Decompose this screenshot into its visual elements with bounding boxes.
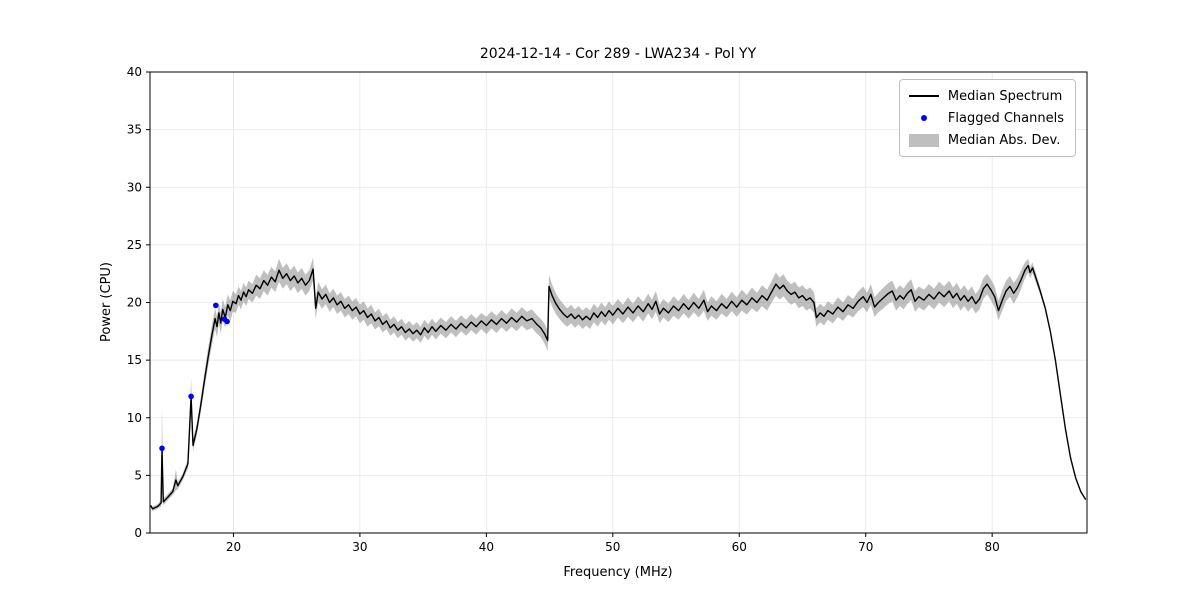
- x-tick-label: 30: [352, 540, 367, 554]
- legend-label-flagged-channels: Flagged Channels: [947, 110, 1064, 126]
- median-spectrum-path: [149, 264, 1087, 510]
- flagged-channel-dot: [188, 393, 194, 400]
- x-tick-label: 20: [226, 540, 241, 554]
- x-tick-label: 70: [858, 540, 873, 554]
- y-tick-label: 20: [127, 296, 142, 310]
- mad-band-patch-swatch: [908, 133, 939, 147]
- legend-label-median-spectrum: Median Spectrum: [947, 88, 1063, 104]
- legend-label-median-abs-dev: Median Abs. Dev.: [947, 132, 1061, 148]
- axes-frame: 20 30 40 50 60 70 80 0 5 10 15 20 25 30 35 40: [127, 65, 1088, 554]
- y-tick-label: 10: [127, 411, 142, 425]
- flagged-channel-markers: [159, 302, 230, 452]
- y-tick-label: 30: [127, 180, 142, 194]
- y-tick-label: 0: [134, 526, 142, 540]
- flagged-channel-dot: [159, 445, 165, 452]
- y-tick-label: 35: [127, 123, 142, 137]
- plot-title: 2024-12-14 - Cor 289 - LWA234 - Pol YY: [480, 46, 757, 62]
- x-tick-label: 50: [605, 540, 620, 554]
- legend-item-median-abs-dev: Median Abs. Dev.: [908, 131, 1064, 149]
- flagged-channel-dot: [224, 318, 230, 325]
- legend: Median Spectrum Flagged Channels Median …: [898, 79, 1076, 157]
- x-axis-label: Frequency (MHz): [563, 565, 672, 580]
- x-tick-label: 80: [985, 540, 1000, 554]
- mad-band-polygon: [150, 257, 1086, 512]
- median-spectrum-line: [149, 264, 1087, 510]
- legend-item-median-spectrum: Median Spectrum: [908, 87, 1064, 105]
- y-tick-label: 25: [127, 238, 142, 252]
- y-tick-label: 5: [134, 468, 142, 482]
- legend-item-flagged-channels: Flagged Channels: [909, 109, 1064, 127]
- mad-band: [150, 257, 1086, 512]
- x-tick-label: 40: [479, 540, 494, 554]
- y-tick-label: 15: [127, 353, 142, 367]
- y-axis-label: Power (CPU): [99, 262, 114, 342]
- median-spectrum-line-swatch: [908, 95, 939, 97]
- flagged-channels-dot-swatch: [909, 115, 939, 121]
- y-tick-label: 40: [127, 65, 142, 79]
- x-tick-label: 60: [732, 540, 747, 554]
- flagged-channel-dot: [213, 302, 219, 309]
